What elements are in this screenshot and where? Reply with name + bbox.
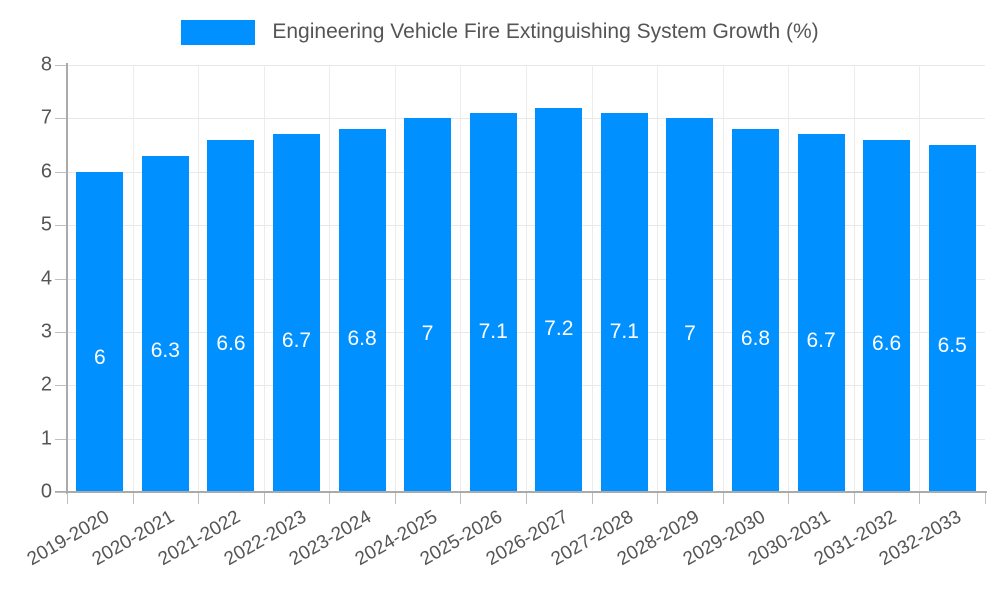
x-axis-tick [788,493,789,504]
x-axis-tick [460,493,461,504]
x-axis-tick [854,493,855,504]
legend-color-swatch [181,19,256,45]
bar[interactable] [339,129,386,492]
x-axis-tick [723,493,724,504]
gridline-vertical [460,65,461,492]
gridline-vertical [264,65,265,492]
gridline-vertical [788,65,789,492]
legend-label: Engineering Vehicle Fire Extinguishing S… [272,20,819,43]
y-axis-tick [55,385,66,386]
x-axis-tick [329,493,330,504]
y-axis-tick-label: 6 [40,160,52,183]
x-axis-tick [592,493,593,504]
bar[interactable] [929,145,976,492]
x-axis-tick [657,493,658,504]
gridline-vertical [657,65,658,492]
bar[interactable] [601,113,648,492]
y-axis-tick-label: 4 [40,267,52,289]
bar[interactable] [273,134,320,492]
gridline-vertical [395,65,396,492]
bar[interactable] [798,134,845,492]
gridline-vertical [854,65,855,492]
gridline-vertical [198,65,199,492]
y-axis-tick [55,279,66,280]
y-axis-tick-label: 2 [40,373,52,396]
y-axis-tick [55,65,66,66]
x-axis-tick [198,493,199,504]
plot-area: 6 6.3 6.6 6.7 6.8 7 7.1 7.2 7.1 7 6.8 6.7 6.6 6.5 [67,65,985,493]
y-axis-tick [55,332,66,333]
bar[interactable] [666,118,713,492]
x-axis-tick [133,493,134,504]
legend-entry[interactable]: Engineering Vehicle Fire Extinguishing S… [181,19,819,45]
y-axis-tick [55,439,66,440]
y-axis-tick-label: 5 [40,213,52,236]
y-axis-tick-label: 8 [40,53,52,76]
x-axis-tick [395,493,396,504]
y-axis-tick-label: 0 [40,480,52,503]
bar[interactable] [470,113,517,492]
gridline-vertical [329,65,330,492]
bar[interactable] [76,171,123,492]
bar[interactable] [404,118,451,492]
y-axis-tick [55,225,66,226]
x-axis-tick [264,493,265,504]
y-axis-tick-label: 3 [40,320,52,343]
y-axis-tick [55,492,66,493]
y-axis-labels: 0 1 2 3 4 5 6 7 8 [0,0,52,600]
bar[interactable] [142,155,189,492]
y-axis-line [66,63,68,494]
x-axis-tick [67,493,68,504]
bar[interactable] [863,139,910,492]
gridline-vertical [133,65,134,492]
x-axis-tick [526,493,527,504]
y-axis-tick [55,172,66,173]
bar[interactable] [732,129,779,492]
y-axis-tick-label: 1 [40,427,52,450]
x-axis-tick [919,493,920,504]
bar[interactable] [207,139,254,492]
x-axis-line [55,491,987,493]
x-axis-tick [985,493,986,504]
gridline-vertical [919,65,920,492]
gridline-vertical [723,65,724,492]
chart-legend: Engineering Vehicle Fire Extinguishing S… [0,14,1000,50]
y-axis-tick [55,118,66,119]
y-axis-tick-label: 7 [40,106,52,129]
bar[interactable] [535,107,582,492]
gridline-vertical [592,65,593,492]
gridline-vertical [526,65,527,492]
